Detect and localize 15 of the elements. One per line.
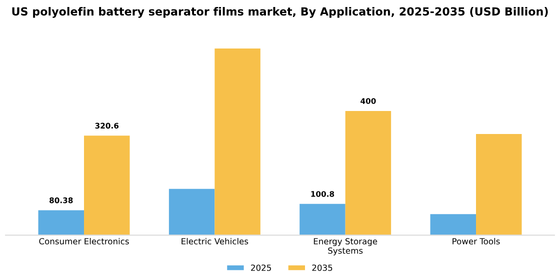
x-tick-label: Power Tools: [452, 238, 500, 244]
bar: [300, 204, 346, 236]
bar: [38, 210, 84, 236]
bar: [168, 188, 215, 236]
bar: [345, 110, 392, 236]
legend-label: 2035: [312, 264, 332, 271]
x-tick-label: Electric Vehicles: [182, 238, 248, 244]
x-tick-label: Energy Storage Systems: [314, 238, 378, 256]
x-tick-label: Consumer Electronics: [39, 238, 129, 244]
bar: [430, 214, 476, 236]
legend-label: 2025: [251, 264, 271, 271]
bar: [214, 48, 260, 236]
chart-title: US polyolefin battery separator films market, By Application, 2025-2035 (USD Billion): [12, 7, 548, 18]
bar: [84, 136, 130, 236]
bar: [476, 134, 522, 236]
